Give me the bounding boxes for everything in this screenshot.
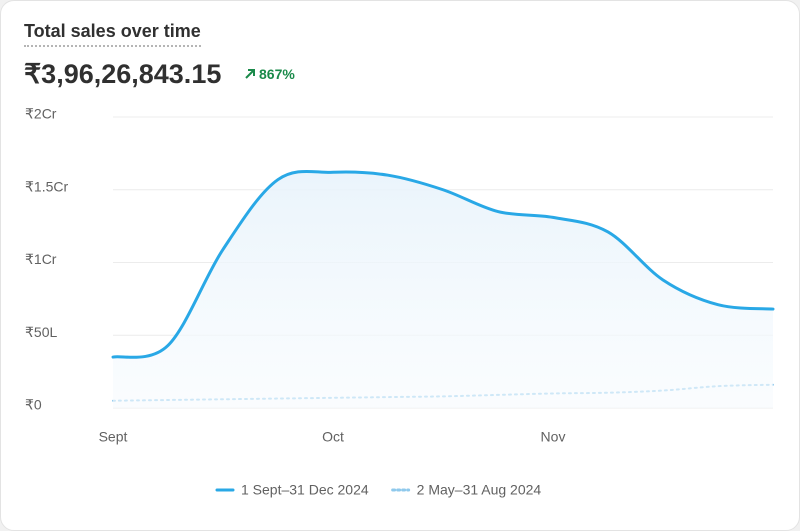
- line: [111, 169, 775, 359]
- card-title[interactable]: Total sales over time: [24, 21, 201, 47]
- y-tick-label: ₹2Cr: [25, 106, 57, 122]
- legend-label: 1 Sept–31 Dec 2024: [241, 482, 369, 498]
- x-tick-label: Nov: [541, 429, 566, 445]
- legend-label: 2 May–31 Aug 2024: [417, 482, 542, 498]
- change-value: 867%: [259, 66, 295, 82]
- y-tick-label: ₹0: [25, 397, 42, 413]
- arrow-icon: [245, 69, 255, 79]
- x-tick-label: Oct: [322, 429, 344, 445]
- y-tick-label: ₹1.5Cr: [25, 178, 68, 194]
- area: [113, 171, 773, 408]
- total-sales: ₹3,96,26,843.15: [24, 59, 222, 89]
- y-tick-label: ₹50L: [25, 324, 57, 340]
- change: 867%: [244, 66, 295, 82]
- x-tick-label: Sept: [99, 429, 128, 445]
- y-tick-label: ₹1Cr: [25, 251, 57, 267]
